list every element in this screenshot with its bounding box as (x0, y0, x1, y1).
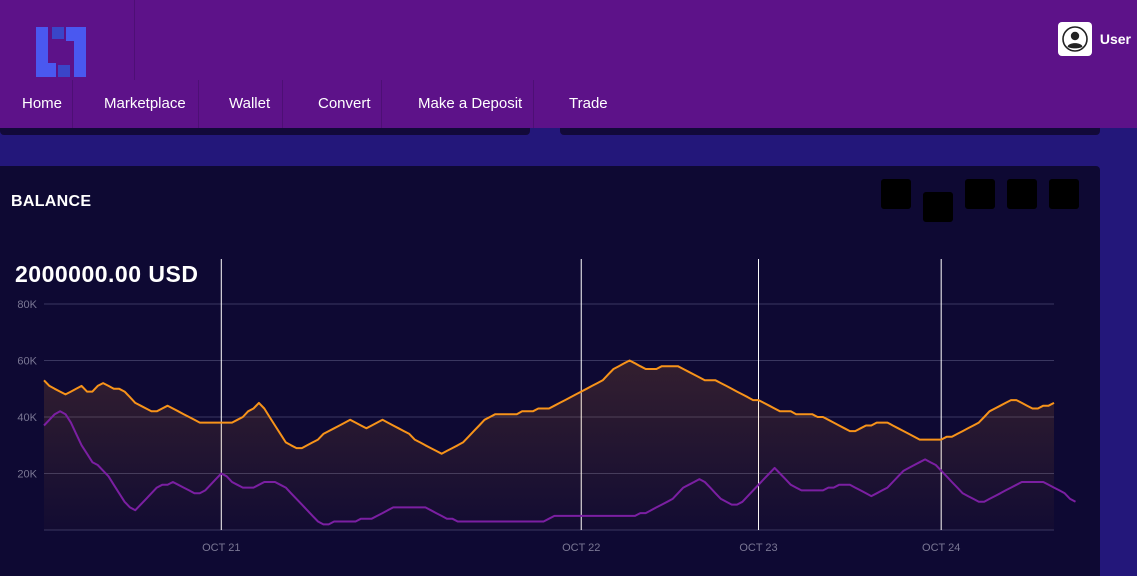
x-tick-label: OCT 24 (922, 542, 960, 554)
series-area-0 (44, 360, 1054, 530)
y-tick-label: 60K (17, 356, 37, 368)
logo-cell[interactable] (0, 0, 135, 80)
range-button-5[interactable] (1049, 179, 1079, 209)
user-menu[interactable]: User (1057, 22, 1131, 56)
range-button-4[interactable] (1007, 179, 1037, 209)
range-button-3[interactable] (965, 179, 995, 209)
panel-title: BALANCE (11, 193, 92, 210)
x-tick-label: OCT 23 (739, 542, 777, 554)
y-tick-label: 20K (17, 469, 37, 481)
nav-home[interactable]: Home (0, 80, 73, 128)
card-edge-right (560, 128, 1100, 135)
range-button-2[interactable] (923, 192, 953, 222)
balance-panel: BALANCE 2000000.00 USD 20K 40K 60K 80K OCT 2… (0, 166, 1100, 576)
series-line-0[interactable] (43, 359, 1055, 455)
nav-trade[interactable]: Trade (569, 95, 608, 112)
top-bar: User (0, 0, 1137, 81)
nav-convert[interactable]: Convert (283, 80, 382, 128)
main-nav: Home Marketplace Wallet Convert Make a D… (0, 80, 1137, 128)
brand-logo-icon[interactable] (36, 27, 86, 77)
user-avatar-icon (1062, 26, 1088, 52)
y-tick-label: 80K (17, 299, 37, 311)
y-tick-label: 40K (17, 412, 37, 424)
series-line-1[interactable] (43, 410, 1076, 526)
balance-chart[interactable]: 20K 40K 60K 80K OCT 21 OCT 22 OCT 23 OCT 24 (0, 166, 1100, 570)
user-label[interactable]: User (1099, 31, 1131, 47)
x-tick-label: OCT 22 (562, 542, 600, 554)
balance-amount: 2000000.00 USD (15, 261, 199, 287)
card-edge-left (0, 128, 530, 135)
x-tick-label: OCT 21 (202, 542, 240, 554)
nav-wallet[interactable]: Wallet (199, 80, 283, 128)
nav-marketplace[interactable]: Marketplace (73, 80, 199, 128)
range-button-1[interactable] (881, 179, 911, 209)
nav-make-a-deposit[interactable]: Make a Deposit (382, 80, 534, 128)
avatar[interactable] (1057, 22, 1092, 56)
